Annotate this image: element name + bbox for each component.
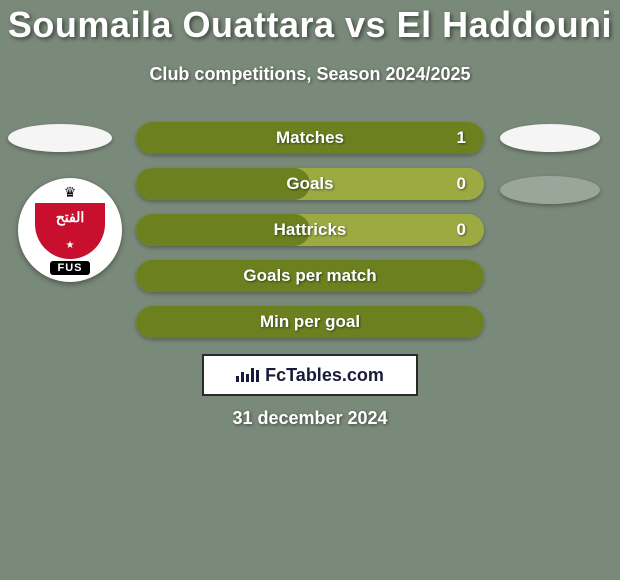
stat-label: Goals per match — [136, 260, 484, 292]
player-left-name-oval — [8, 124, 112, 152]
shield-icon: الفتح ★ — [35, 203, 105, 259]
player-right-secondary-oval — [500, 176, 600, 204]
club-arabic-text: الفتح — [56, 209, 85, 226]
stat-bar: Goals per match — [136, 260, 484, 292]
star-icon: ★ — [66, 240, 75, 251]
stat-bar: Min per goal — [136, 306, 484, 338]
brand-bar — [251, 368, 254, 382]
brand-bar — [256, 370, 259, 382]
brand-box: FcTables.com — [202, 354, 418, 396]
stat-value: 0 — [457, 168, 466, 200]
club-logo-left: ♛ الفتح ★ FUS — [18, 178, 122, 282]
stat-bar: Hattricks0 — [136, 214, 484, 246]
brand-bar — [236, 376, 239, 382]
stat-bar: Matches1 — [136, 122, 484, 154]
stat-label: Min per goal — [136, 306, 484, 338]
stat-value: 0 — [457, 214, 466, 246]
club-abbrev: FUS — [50, 261, 90, 275]
stat-value: 1 — [457, 122, 466, 154]
date-text: 31 december 2024 — [0, 408, 620, 429]
stat-label: Hattricks — [136, 214, 484, 246]
brand-text: FcTables.com — [265, 365, 384, 386]
stat-label: Goals — [136, 168, 484, 200]
stat-label: Matches — [136, 122, 484, 154]
crown-icon: ♛ — [64, 184, 77, 201]
brand-bar — [241, 372, 244, 382]
page-title: Soumaila Ouattara vs El Haddouni — [0, 0, 620, 46]
bar-chart-icon — [236, 368, 259, 382]
brand-bar — [246, 374, 249, 382]
page-subtitle: Club competitions, Season 2024/2025 — [0, 64, 620, 85]
player-right-name-oval — [500, 124, 600, 152]
stat-bar: Goals0 — [136, 168, 484, 200]
stats-container: Matches1Goals0Hattricks0Goals per matchM… — [136, 122, 484, 352]
